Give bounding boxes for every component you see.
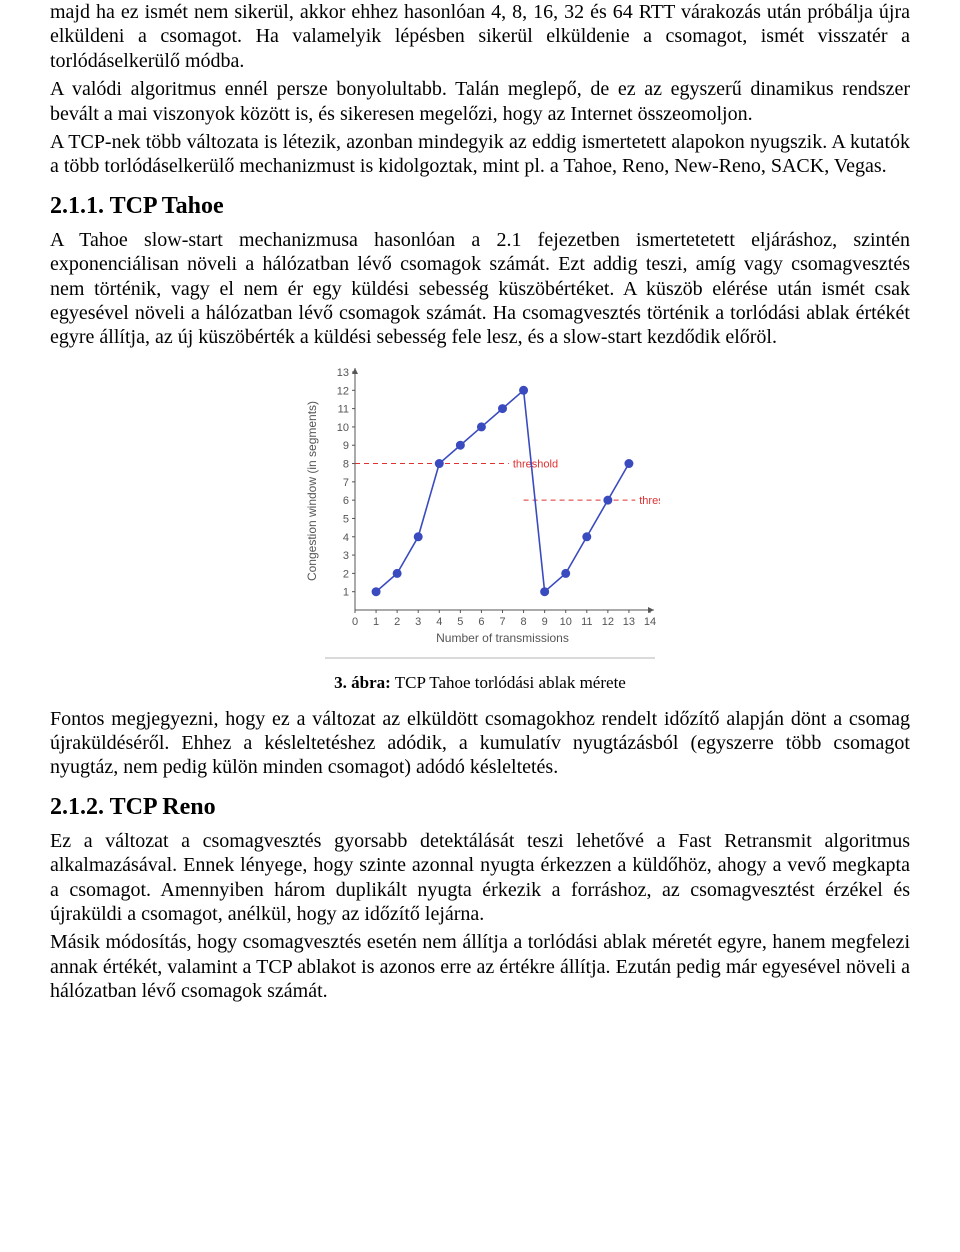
svg-text:6: 6 — [343, 495, 349, 507]
svg-text:0: 0 — [352, 616, 358, 628]
svg-text:8: 8 — [343, 458, 349, 470]
svg-text:12: 12 — [337, 385, 349, 397]
svg-text:12: 12 — [602, 616, 614, 628]
paragraph: Ez a változat a csomagvesztés gyorsabb d… — [50, 829, 910, 927]
svg-text:13: 13 — [623, 616, 635, 628]
svg-text:3: 3 — [343, 550, 349, 562]
svg-text:4: 4 — [343, 531, 349, 543]
svg-text:threshold: threshold — [513, 458, 558, 470]
svg-text:14: 14 — [644, 616, 656, 628]
svg-text:4: 4 — [436, 616, 442, 628]
page: majd ha ez ismét nem sikerül, akkor ehhe… — [0, 0, 960, 1048]
svg-text:3: 3 — [415, 616, 421, 628]
svg-text:Congestion window (in segments: Congestion window (in segments) — [305, 401, 319, 581]
paragraph: Fontos megjegyezni, hogy ez a változat a… — [50, 707, 910, 780]
svg-text:11: 11 — [338, 403, 349, 415]
congestion-window-chart: 1234567891011121301234567891011121314thr… — [300, 364, 660, 664]
svg-text:13: 13 — [337, 367, 349, 379]
svg-text:2: 2 — [343, 568, 349, 580]
svg-text:1: 1 — [343, 586, 349, 598]
svg-text:8: 8 — [521, 616, 527, 628]
svg-text:5: 5 — [343, 513, 349, 525]
paragraph: A TCP-nek több változata is létezik, azo… — [50, 130, 910, 179]
paragraph: A valódi algoritmus ennél persze bonyolu… — [50, 77, 910, 126]
svg-text:9: 9 — [343, 440, 349, 452]
svg-text:5: 5 — [457, 616, 463, 628]
paragraph: Másik módosítás, hogy csomagvesztés eset… — [50, 930, 910, 1003]
figure-caption: 3. ábra: TCP Tahoe torlódási ablak méret… — [50, 673, 910, 693]
svg-text:2: 2 — [394, 616, 400, 628]
svg-text:threshold: threshold — [639, 495, 660, 507]
paragraph: majd ha ez ismét nem sikerül, akkor ehhe… — [50, 0, 910, 73]
paragraph: A Tahoe slow-start mechanizmusa hasonlóa… — [50, 228, 910, 350]
svg-text:1: 1 — [373, 616, 379, 628]
figure-tcp-tahoe: 1234567891011121301234567891011121314thr… — [50, 364, 910, 693]
svg-text:Number of transmissions: Number of transmissions — [436, 631, 569, 645]
figure-caption-label: 3. ábra: — [334, 673, 391, 692]
svg-text:7: 7 — [499, 616, 505, 628]
svg-text:6: 6 — [478, 616, 484, 628]
svg-text:9: 9 — [542, 616, 548, 628]
heading-tcp-tahoe: 2.1.1. TCP Tahoe — [50, 193, 910, 220]
svg-text:11: 11 — [581, 616, 592, 628]
svg-text:7: 7 — [343, 477, 349, 489]
svg-text:10: 10 — [560, 616, 572, 628]
heading-tcp-reno: 2.1.2. TCP Reno — [50, 794, 910, 821]
svg-text:10: 10 — [337, 422, 349, 434]
figure-caption-text: TCP Tahoe torlódási ablak mérete — [391, 673, 626, 692]
